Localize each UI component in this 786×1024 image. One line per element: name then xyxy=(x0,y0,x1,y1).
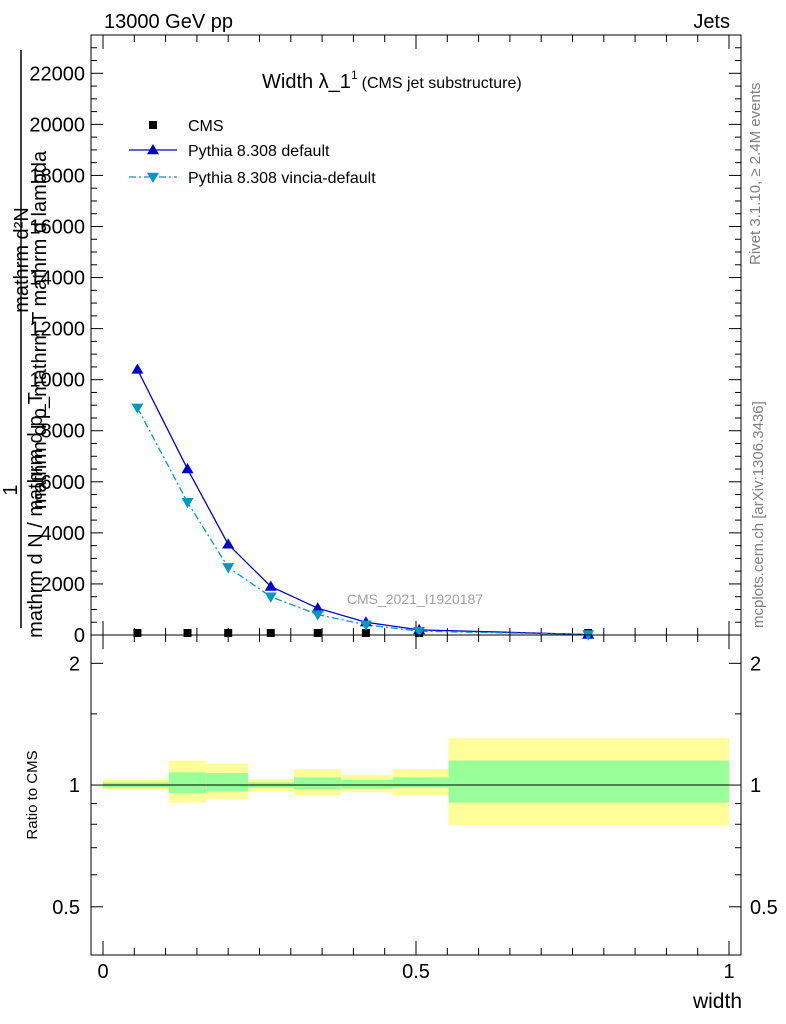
ratio-y-axis-label: Ratio to CMS xyxy=(24,750,41,839)
main-panel: CMS_2021_I1920187 0 2000 4000 6000 8000 10000… xyxy=(0,34,742,647)
data-point-triangle-up xyxy=(222,538,235,549)
data-point-triangle-up xyxy=(264,580,277,591)
ratio-y-tick-label-right: 2 xyxy=(750,653,761,675)
x-tick-label: 0 xyxy=(97,961,108,983)
series-line-1 xyxy=(136,369,589,636)
ratio-band-inner xyxy=(206,773,249,792)
ratio-band-inner xyxy=(392,777,449,788)
ratio-y-tick-label: 0.5 xyxy=(52,897,80,919)
data-point-triangle-up xyxy=(181,463,194,474)
ratio-panel: 0.5 0.51 12 2 0 0.5 1 Ratio to CMS width xyxy=(24,634,778,1013)
ratio-y-tick-label-right: 0.5 xyxy=(750,897,778,919)
y-tick-label: 18000 xyxy=(29,165,85,187)
y-tick-label: 20000 xyxy=(29,114,85,136)
ratio-y-tick-label: 2 xyxy=(69,653,80,675)
data-point-triangle-down xyxy=(181,498,194,509)
legend-label: Pythia 8.308 default xyxy=(188,143,330,160)
data-point-triangle-up xyxy=(311,602,324,613)
y-axis-label-denominator: mathrm d N / mathrm d p_T xyxy=(25,392,47,638)
lower-x-ticks: 0 0.5 1 xyxy=(97,635,735,983)
chart-title: Width λ_11 (CMS jet substructure) xyxy=(262,68,522,93)
ratio-panel-frame xyxy=(90,634,742,956)
ratio-bands xyxy=(103,738,729,826)
data-point-square xyxy=(361,629,370,637)
data-point-square xyxy=(133,629,142,637)
lower-y-ticks: 0.5 0.5 1 1 2 2 xyxy=(52,653,778,918)
ratio-band-inner xyxy=(168,772,207,794)
data-point-square xyxy=(313,629,322,637)
mcplots-label: mcplots.cern.ch [arXiv:1306.3436] xyxy=(750,401,767,628)
data-point-triangle-down xyxy=(131,403,144,414)
ratio-band-inner xyxy=(340,779,393,789)
y-axis-label-numerator-top: mathrm d²N xyxy=(11,207,33,313)
series-line-2 xyxy=(136,407,589,636)
legend-marker xyxy=(147,144,159,155)
data-point-square xyxy=(183,629,192,637)
data-point-triangle-up xyxy=(131,363,144,374)
ratio-y-tick-label-right: 1 xyxy=(750,775,761,797)
data-point-triangle-down xyxy=(311,610,324,621)
header-energy: 13000 GeV pp xyxy=(104,11,233,33)
legend: CMS Pythia 8.308 default Pythia 8.308 vinc… xyxy=(129,118,376,187)
y-tick-label: 12000 xyxy=(29,319,85,341)
upper-y-ticks: 0 2000 4000 6000 8000 10000 12000 14000 16000 180… xyxy=(29,47,741,647)
y-tick-label: 2000 xyxy=(41,574,86,596)
data-point-triangle-down xyxy=(222,563,235,574)
y-tick-label: 0 xyxy=(74,625,85,647)
upper-x-ticks xyxy=(102,35,730,635)
x-axis-label: width xyxy=(692,990,742,1013)
x-tick-label: 0.5 xyxy=(402,961,430,983)
y-tick-label: 10000 xyxy=(29,370,85,392)
y-axis-label-prefix: 1 xyxy=(0,484,22,495)
y-tick-label: 16000 xyxy=(29,216,85,238)
legend-marker xyxy=(149,121,157,129)
data-point-triangle-down xyxy=(413,626,426,638)
y-tick-label: 4000 xyxy=(41,523,86,545)
analysis-watermark: CMS_2021_I1920187 xyxy=(347,591,483,607)
y-axis-label-numerator-bottom: mathrm d p_mathrm T mathrm d lambda xyxy=(29,150,51,509)
rivet-version-label: Rivet 3.1.10, ≥ 2.4M events xyxy=(747,83,764,266)
data-point-square xyxy=(224,629,233,637)
y-tick-label: 14000 xyxy=(29,268,85,290)
legend-marker xyxy=(147,172,159,183)
y-tick-label: 8000 xyxy=(41,421,86,443)
ratio-band-inner xyxy=(293,777,341,790)
y-tick-label: 6000 xyxy=(41,472,86,494)
data-point-square xyxy=(266,629,275,637)
header-category: Jets xyxy=(693,11,730,33)
ratio-band-inner xyxy=(448,760,729,803)
data-point-triangle-down xyxy=(359,620,372,631)
data-point-triangle-down xyxy=(264,592,277,603)
x-tick-label: 1 xyxy=(723,961,734,983)
y-tick-label: 22000 xyxy=(29,63,85,85)
legend-label: CMS xyxy=(188,118,224,135)
ratio-y-tick-label: 1 xyxy=(69,775,80,797)
legend-label: Pythia 8.308 vincia-default xyxy=(188,170,376,187)
